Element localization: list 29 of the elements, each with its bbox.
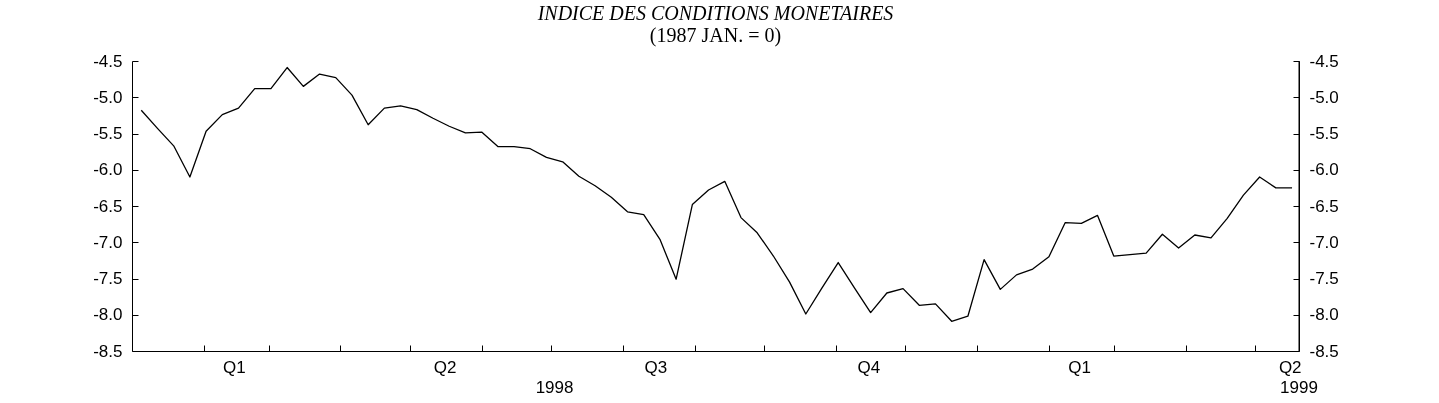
y-tick-label: -6.5 <box>93 196 123 216</box>
y2-tick-label: -6.5 <box>1309 196 1339 216</box>
y2-tick-label: -5.5 <box>1309 124 1339 143</box>
x-tick-label: Q1 <box>1068 357 1091 377</box>
y2-tick-label: -5.0 <box>1309 87 1339 107</box>
chart-title: INDICE DES CONDITIONS MONETAIRES <box>536 2 894 24</box>
x-tick-label: Q4 <box>857 357 881 377</box>
y-tick-label: -8.5 <box>93 341 123 361</box>
y2-tick-label: -4.5 <box>1309 51 1339 71</box>
text: 1999 <box>1280 378 1318 397</box>
y-tick-label: -5.5 <box>93 124 123 143</box>
y2-tick-label: -7.5 <box>1309 269 1339 288</box>
y-tick-label: -7.5 <box>93 269 123 288</box>
line-series <box>140 66 1293 322</box>
text: 1998 <box>535 378 574 397</box>
y-tick-label: -6.0 <box>93 160 123 180</box>
y2-tick-label: -7.0 <box>1309 232 1339 252</box>
y-tick-label: -5.0 <box>93 87 123 107</box>
x-tick-label: Q2 <box>433 357 457 377</box>
chart-subtitle: (1987 JAN. = 0) <box>649 24 782 47</box>
y2-tick-label: -8.0 <box>1309 305 1339 325</box>
x-tick-label: Q3 <box>644 357 668 377</box>
x-tick-label: Q1 <box>223 357 246 377</box>
x-tick-label: Q2 <box>1278 357 1302 377</box>
y-tick-label: -8.0 <box>93 305 123 325</box>
y-tick-label: -7.0 <box>93 232 123 252</box>
y2-tick-label: -8.5 <box>1309 341 1339 361</box>
y2-tick-label: -6.0 <box>1309 160 1339 180</box>
y-tick-label: -4.5 <box>93 51 123 71</box>
